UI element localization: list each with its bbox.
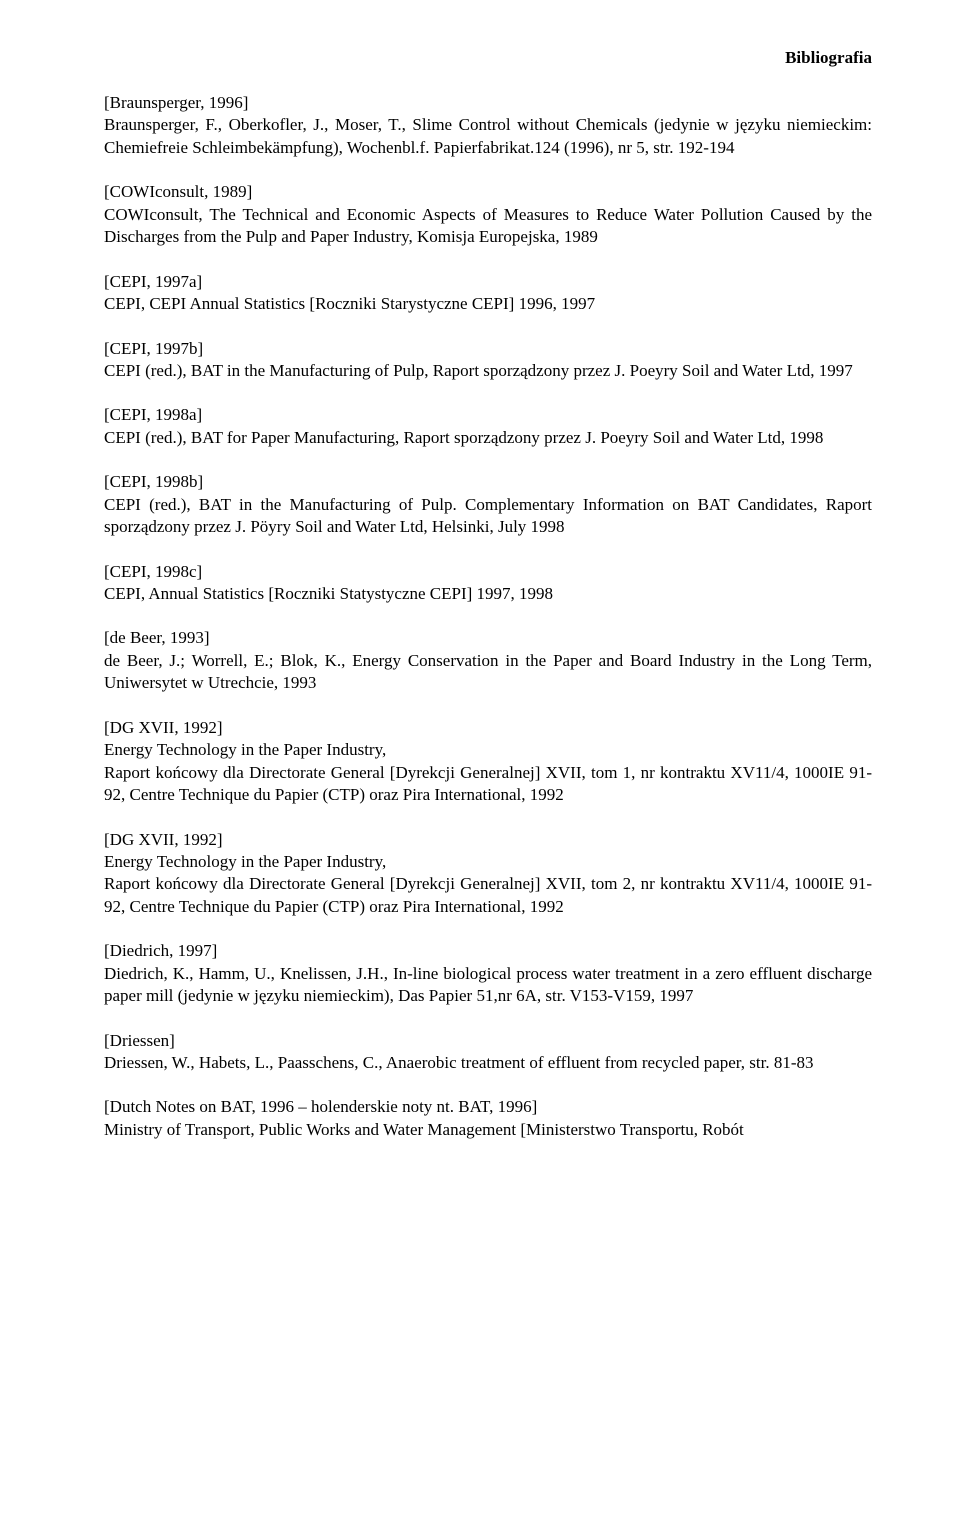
bibliography-entry: [Dutch Notes on BAT, 1996 – holenderskie… [104,1096,872,1141]
bibliography-entry: [CEPI, 1998c]CEPI, Annual Statistics [Ro… [104,561,872,606]
entry-body: Energy Technology in the Paper Industry,… [104,851,872,918]
bibliography-entry: [DG XVII, 1992]Energy Technology in the … [104,829,872,919]
entry-key: [CEPI, 1997a] [104,271,872,293]
entry-body: CEPI, CEPI Annual Statistics [Roczniki S… [104,293,872,315]
entry-key: [Dutch Notes on BAT, 1996 – holenderskie… [104,1096,872,1118]
bibliography-entry: [CEPI, 1997a]CEPI, CEPI Annual Statistic… [104,271,872,316]
bibliography-entry: [de Beer, 1993]de Beer, J.; Worrell, E.;… [104,627,872,694]
entry-body: CEPI (red.), BAT in the Manufacturing of… [104,494,872,539]
bibliography-entry: [DG XVII, 1992]Energy Technology in the … [104,717,872,807]
entry-key: [DG XVII, 1992] [104,717,872,739]
bibliography-entry: [COWIconsult, 1989]COWIconsult, The Tech… [104,181,872,248]
page-header: Bibliografia [104,48,872,68]
entry-key: [DG XVII, 1992] [104,829,872,851]
entry-key: [Driessen] [104,1030,872,1052]
page-container: Bibliografia [Braunsperger, 1996]Braunsp… [0,0,960,1211]
entry-key: [CEPI, 1998b] [104,471,872,493]
bibliography-entry: [Braunsperger, 1996]Braunsperger, F., Ob… [104,92,872,159]
entry-key: [Braunsperger, 1996] [104,92,872,114]
entry-key: [COWIconsult, 1989] [104,181,872,203]
entry-body: Driessen, W., Habets, L., Paasschens, C.… [104,1052,872,1074]
entry-body: Ministry of Transport, Public Works and … [104,1119,872,1141]
bibliography-entry: [Diedrich, 1997]Diedrich, K., Hamm, U., … [104,940,872,1007]
entry-body: Braunsperger, F., Oberkofler, J., Moser,… [104,114,872,159]
entry-body: CEPI (red.), BAT in the Manufacturing of… [104,360,872,382]
entry-body: CEPI, Annual Statistics [Roczniki Statys… [104,583,872,605]
entry-body: Energy Technology in the Paper Industry,… [104,739,872,806]
entry-body: CEPI (red.), BAT for Paper Manufacturing… [104,427,872,449]
bibliography-list: [Braunsperger, 1996]Braunsperger, F., Ob… [104,92,872,1141]
bibliography-entry: [CEPI, 1997b]CEPI (red.), BAT in the Man… [104,338,872,383]
entry-body: COWIconsult, The Technical and Economic … [104,204,872,249]
entry-body: de Beer, J.; Worrell, E.; Blok, K., Ener… [104,650,872,695]
entry-body: Diedrich, K., Hamm, U., Knelissen, J.H.,… [104,963,872,1008]
bibliography-entry: [CEPI, 1998a]CEPI (red.), BAT for Paper … [104,404,872,449]
bibliography-entry: [CEPI, 1998b]CEPI (red.), BAT in the Man… [104,471,872,538]
entry-key: [CEPI, 1997b] [104,338,872,360]
entry-key: [CEPI, 1998c] [104,561,872,583]
entry-key: [CEPI, 1998a] [104,404,872,426]
bibliography-entry: [Driessen]Driessen, W., Habets, L., Paas… [104,1030,872,1075]
entry-key: [Diedrich, 1997] [104,940,872,962]
entry-key: [de Beer, 1993] [104,627,872,649]
